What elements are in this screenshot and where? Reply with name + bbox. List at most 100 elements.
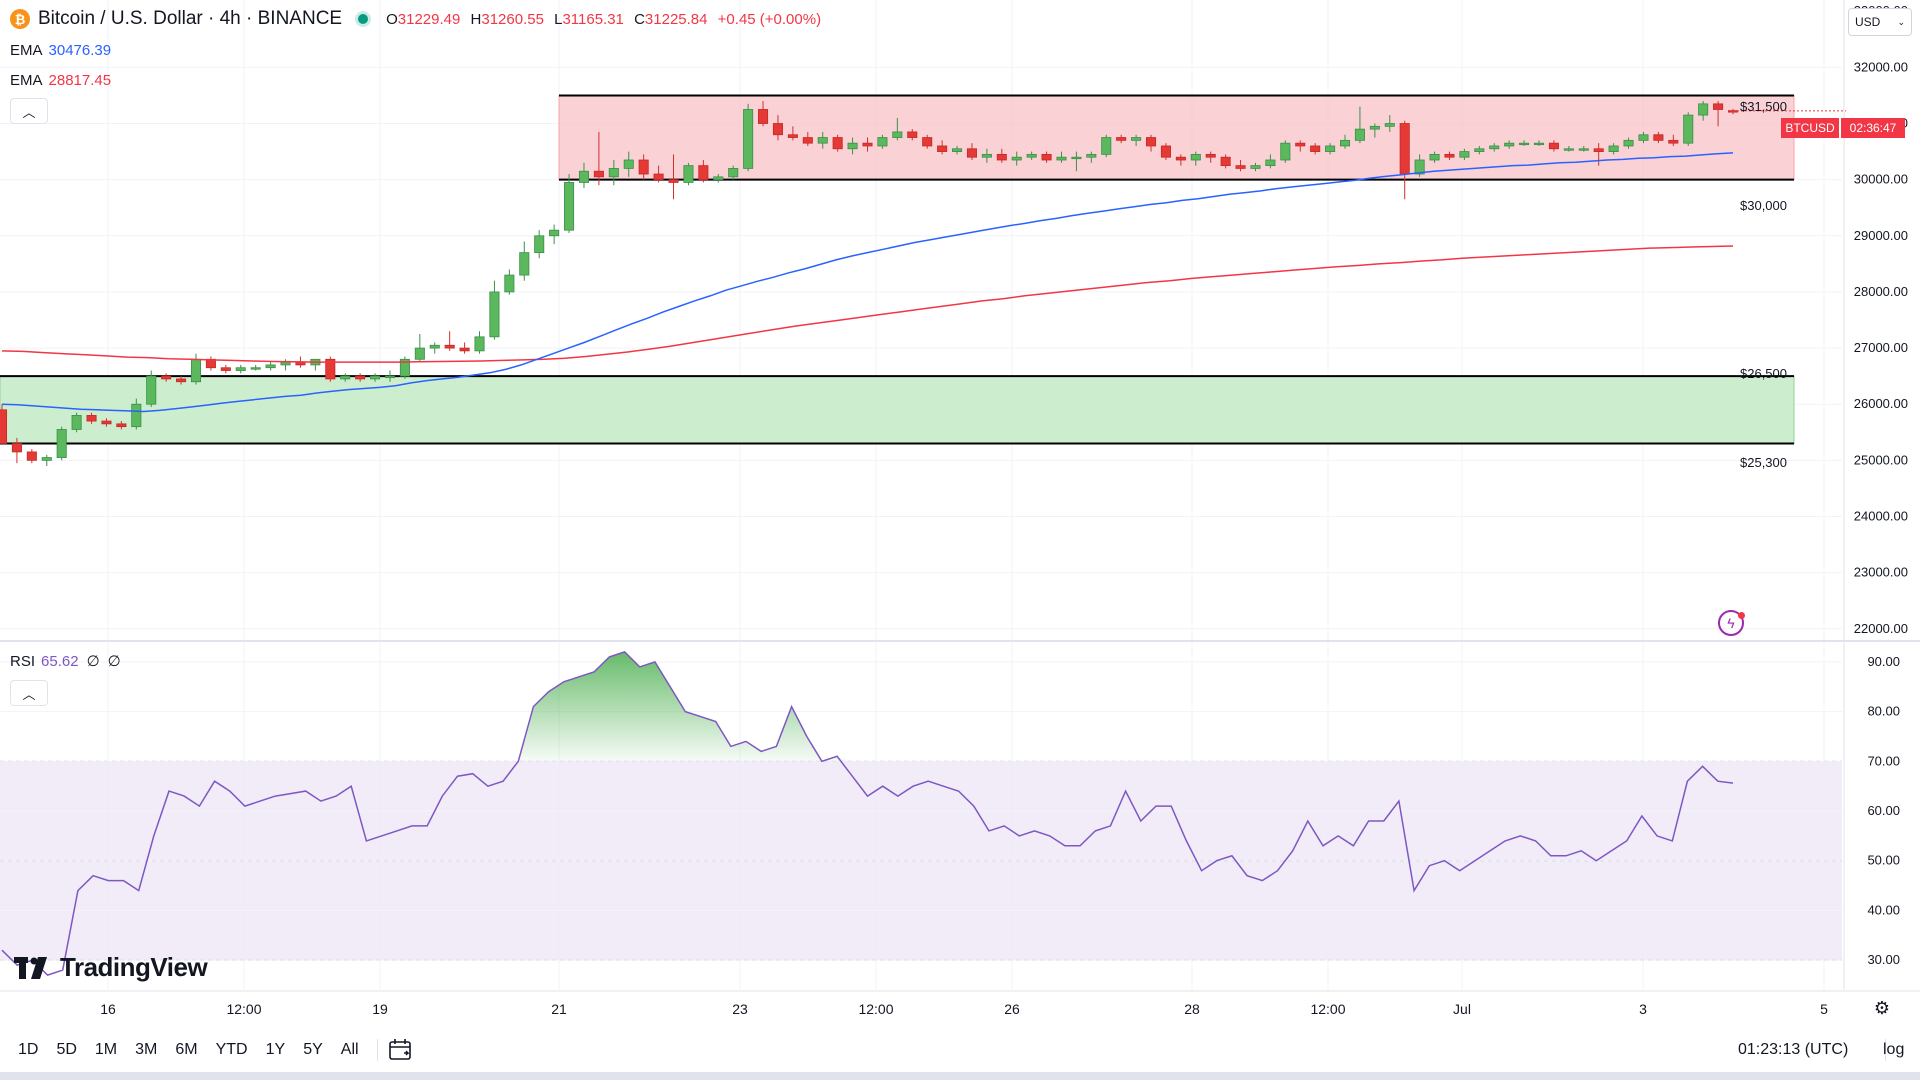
candle-body[interactable] bbox=[1698, 103, 1709, 116]
candle-body[interactable] bbox=[131, 403, 142, 428]
ema-fast-line[interactable] bbox=[1, 152, 1734, 413]
candle-body[interactable] bbox=[638, 159, 649, 175]
candle-body[interactable] bbox=[220, 367, 231, 371]
candle-body[interactable] bbox=[728, 168, 739, 178]
timeframe-button-5d[interactable]: 5D bbox=[56, 1041, 77, 1058]
candle-body[interactable] bbox=[787, 134, 798, 138]
candle-body[interactable] bbox=[414, 347, 425, 360]
candle-body[interactable] bbox=[1354, 128, 1365, 141]
candle-body[interactable] bbox=[504, 274, 515, 293]
candle-body[interactable] bbox=[146, 375, 157, 405]
collapse-rsi-legend-button[interactable]: ︿ bbox=[10, 680, 48, 706]
candle-body[interactable] bbox=[802, 137, 813, 144]
candle-body[interactable] bbox=[1578, 148, 1589, 151]
candle-body[interactable] bbox=[519, 252, 530, 276]
candle-body[interactable] bbox=[1280, 142, 1291, 161]
timeframe-button-ytd[interactable]: YTD bbox=[215, 1041, 248, 1058]
candle-body[interactable] bbox=[564, 182, 575, 231]
candle-body[interactable] bbox=[399, 358, 410, 377]
candle-body[interactable] bbox=[1160, 145, 1171, 158]
candle-body[interactable] bbox=[176, 378, 187, 383]
candle-body[interactable] bbox=[1504, 142, 1515, 147]
candle-body[interactable] bbox=[1369, 125, 1380, 130]
ema-legend-1[interactable]: EMA 30476.39 bbox=[10, 42, 112, 59]
candle-body[interactable] bbox=[265, 364, 276, 369]
candle-body[interactable] bbox=[1653, 134, 1664, 141]
candle-body[interactable] bbox=[384, 375, 396, 379]
rsi-line[interactable] bbox=[1, 651, 1734, 976]
candle-body[interactable] bbox=[1101, 137, 1112, 155]
candle-body[interactable] bbox=[190, 358, 202, 383]
candle-body[interactable] bbox=[1444, 153, 1455, 158]
candle-body[interactable] bbox=[937, 145, 948, 152]
timeframe-button-1d[interactable]: 1D bbox=[18, 1041, 39, 1058]
candle-body[interactable] bbox=[847, 142, 858, 150]
support-zone[interactable] bbox=[0, 375, 1795, 445]
timeframe-button-6m[interactable]: 6M bbox=[175, 1041, 198, 1058]
candle-body[interactable] bbox=[474, 336, 485, 352]
candle-body[interactable] bbox=[250, 367, 261, 370]
candle-body[interactable] bbox=[161, 375, 172, 380]
candle-body[interactable] bbox=[429, 344, 440, 349]
log-scale-toggle[interactable]: log bbox=[1883, 1041, 1905, 1058]
candle-body[interactable] bbox=[593, 170, 604, 178]
candle-body[interactable] bbox=[1041, 153, 1052, 161]
candle-body[interactable] bbox=[578, 170, 590, 183]
timeframe-button-1y[interactable]: 1Y bbox=[265, 1041, 286, 1058]
tradingview-logo[interactable]: TradingView bbox=[14, 952, 208, 983]
candle-body[interactable] bbox=[355, 375, 366, 380]
timeframe-button-5y[interactable]: 5Y bbox=[303, 1041, 323, 1058]
symbol-title[interactable]: Bitcoin / U.S. Dollar · 4h · BINANCE bbox=[38, 8, 343, 29]
candle-body[interactable] bbox=[41, 457, 52, 461]
candle-body[interactable] bbox=[1056, 156, 1067, 161]
candle-body[interactable] bbox=[892, 131, 903, 138]
candle-body[interactable] bbox=[1713, 103, 1724, 110]
candle-body[interactable] bbox=[549, 229, 560, 237]
candle-body[interactable] bbox=[1519, 142, 1530, 146]
candle-body[interactable] bbox=[698, 165, 709, 181]
candle-body[interactable] bbox=[1608, 145, 1619, 152]
candle-body[interactable] bbox=[1459, 151, 1470, 158]
ema-slow-line[interactable] bbox=[1, 245, 1734, 363]
candle-body[interactable] bbox=[1190, 153, 1201, 161]
candle-body[interactable] bbox=[459, 347, 470, 352]
candle-body[interactable] bbox=[608, 168, 619, 178]
candle-body[interactable] bbox=[713, 176, 724, 181]
candle-body[interactable] bbox=[101, 420, 112, 425]
candle-body[interactable] bbox=[1429, 153, 1440, 161]
candle-body[interactable] bbox=[1399, 123, 1410, 175]
candle-body[interactable] bbox=[56, 429, 67, 458]
candle-body[interactable] bbox=[11, 443, 22, 453]
candle-body[interactable] bbox=[1071, 156, 1082, 160]
candle-body[interactable] bbox=[1325, 145, 1336, 152]
candle-body[interactable] bbox=[668, 179, 679, 183]
currency-select[interactable]: USD ⌄ bbox=[1848, 8, 1912, 36]
candle-body[interactable] bbox=[26, 451, 37, 461]
candle-body[interactable] bbox=[1131, 137, 1142, 141]
candle-body[interactable] bbox=[832, 137, 843, 150]
candle-body[interactable] bbox=[1414, 159, 1425, 175]
candle-body[interactable] bbox=[1593, 148, 1604, 152]
candle-body[interactable] bbox=[1220, 156, 1231, 167]
calendar-range-icon[interactable] bbox=[388, 1038, 414, 1062]
timeframe-button-3m[interactable]: 3M bbox=[135, 1041, 158, 1058]
rsi-legend[interactable]: RSI 65.62 ∅ ∅ bbox=[10, 652, 121, 671]
candle-body[interactable] bbox=[489, 291, 500, 338]
candle-body[interactable] bbox=[444, 344, 455, 349]
candle-body[interactable] bbox=[1668, 139, 1679, 144]
candle-body[interactable] bbox=[966, 148, 977, 158]
candle-body[interactable] bbox=[683, 165, 694, 183]
candle-body[interactable] bbox=[1295, 142, 1306, 147]
candle-body[interactable] bbox=[981, 153, 992, 158]
candle-body[interactable] bbox=[653, 173, 664, 181]
candle-body[interactable] bbox=[1474, 148, 1485, 152]
candle-body[interactable] bbox=[1235, 165, 1246, 169]
collapse-legend-button[interactable]: ︿ bbox=[10, 98, 48, 124]
timeframe-button-1m[interactable]: 1M bbox=[94, 1041, 118, 1058]
candle-body[interactable] bbox=[996, 153, 1007, 161]
candle-body[interactable] bbox=[1489, 145, 1500, 150]
candle-body[interactable] bbox=[1205, 153, 1216, 158]
candle-body[interactable] bbox=[1548, 142, 1559, 150]
candle-body[interactable] bbox=[1145, 137, 1157, 147]
